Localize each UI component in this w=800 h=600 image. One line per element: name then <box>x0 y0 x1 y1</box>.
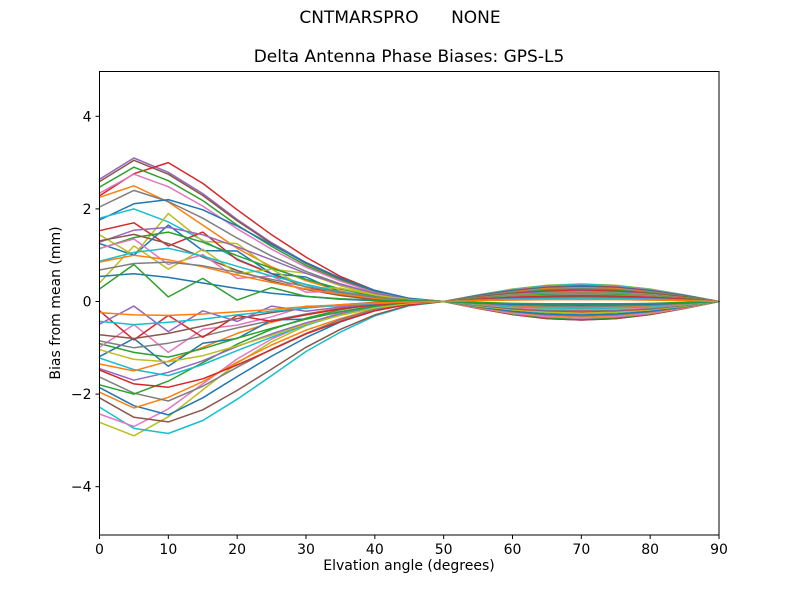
x-tick-label: 40 <box>366 542 384 558</box>
y-tick-label: −2 <box>71 387 92 403</box>
series-line-42 <box>98 263 720 305</box>
series-line-43 <box>98 298 720 317</box>
y-axis-label: Bias from mean (mm) <box>48 226 64 380</box>
x-tick-label: 60 <box>504 542 522 558</box>
series-line-7 <box>98 285 720 423</box>
y-tick-label: 4 <box>83 109 92 125</box>
x-tick-label: 80 <box>641 542 659 558</box>
x-tick-label: 90 <box>710 542 728 558</box>
y-tick-label: −4 <box>71 480 92 496</box>
series-line-17 <box>98 289 720 388</box>
x-tick-label: 0 <box>95 542 104 558</box>
series-line-14 <box>98 198 720 316</box>
figure-suptitle: CNTMARSPRO NONE <box>299 8 501 28</box>
y-tick-label: 2 <box>83 202 92 218</box>
axes-spines <box>99 71 720 536</box>
x-tick-label: 50 <box>435 542 453 558</box>
x-axis-label: Elvation angle (degrees) <box>323 558 495 574</box>
x-tick-label: 30 <box>297 542 315 558</box>
x-tick-label: 20 <box>228 542 246 558</box>
x-tick-label: 10 <box>159 542 177 558</box>
series-line-38 <box>98 261 720 308</box>
x-tick-label: 70 <box>572 542 590 558</box>
axes-title: Delta Antenna Phase Biases: GPS-L5 <box>253 47 565 67</box>
y-tick-label: 0 <box>83 295 92 311</box>
